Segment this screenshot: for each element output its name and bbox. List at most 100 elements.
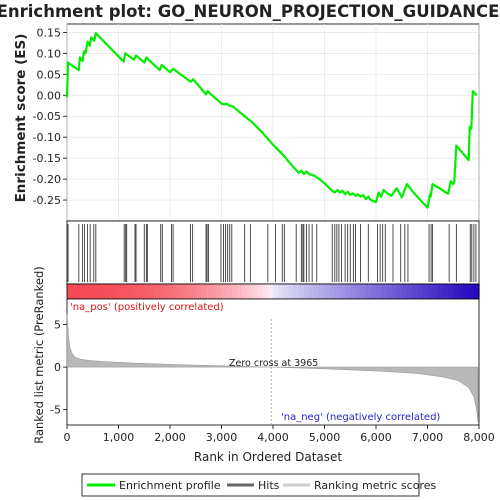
color-bar-segment (294, 284, 300, 299)
color-bar-segment (422, 284, 428, 299)
color-bar-segment (464, 284, 470, 299)
color-bar-segment (206, 284, 212, 299)
color-bar-segment (304, 284, 310, 299)
color-bar-segment (314, 284, 320, 299)
color-bar-segment (335, 284, 341, 299)
color-bar-segment (355, 284, 361, 299)
color-bar-segment (252, 284, 258, 299)
color-bar-segment (242, 284, 248, 299)
color-bar-segment (201, 284, 207, 299)
color-bar-segment (119, 284, 125, 299)
es-y-axis-label: Enrichment score (ES) (13, 34, 29, 203)
color-bar-segment (263, 284, 269, 299)
color-bar-segment (222, 284, 228, 299)
x-tick-label: 0 (64, 431, 71, 444)
color-bar-segment (371, 284, 377, 299)
color-bar-segment (247, 284, 253, 299)
color-bar-segment (428, 284, 434, 299)
color-bar-segment (417, 284, 423, 299)
color-bar-segment (113, 284, 119, 299)
color-bar-segment (433, 284, 439, 299)
color-bar-segment (278, 284, 284, 299)
metric-y-tick-label: 5 (54, 319, 61, 332)
color-bar-segment (108, 284, 114, 299)
legend-label-enrichment: Enrichment profile (119, 479, 221, 492)
color-bar-segment (438, 284, 444, 299)
color-bar-segment (144, 284, 150, 299)
x-tick-label: 2,000 (154, 431, 186, 444)
color-bar-segment (453, 284, 459, 299)
color-bar-segment (268, 284, 274, 299)
color-bar-segment (273, 284, 279, 299)
color-bar-segment (227, 284, 233, 299)
color-bar-segment (211, 284, 217, 299)
es-y-tick-label: 0.05 (37, 68, 62, 81)
metric-y-tick-label: 0 (54, 361, 61, 374)
color-bar-segment (412, 284, 418, 299)
x-tick-label: 7,000 (412, 431, 444, 444)
positive-correlation-label: 'na_pos' (positively correlated) (70, 302, 224, 313)
color-bar-segment (376, 284, 382, 299)
es-y-tick-label: -0.10 (33, 131, 61, 144)
color-bar-segment (185, 284, 191, 299)
color-bar-segment (258, 284, 264, 299)
color-bar-segment (288, 284, 294, 299)
x-tick-label: 6,000 (360, 431, 392, 444)
color-bar-segment (402, 284, 408, 299)
color-bar-segment (88, 284, 94, 299)
chart-title: Enrichment plot: GO_NEURON_PROJECTION_GU… (0, 2, 499, 21)
color-bar-segment (361, 284, 367, 299)
legend-label-ranking: Ranking metric scores (314, 479, 436, 492)
color-bar-segment (458, 284, 464, 299)
color-bar-segment (325, 284, 331, 299)
color-bar-segment (93, 284, 99, 299)
color-bar-segment (381, 284, 387, 299)
color-bar-segment (165, 284, 171, 299)
hits-panel-frame (67, 221, 479, 284)
legend-label-hits: Hits (258, 479, 280, 492)
es-y-ticks: 0.150.100.050.00-0.05-0.10-0.15-0.20-0.2… (33, 26, 67, 207)
color-bar-segment (319, 284, 325, 299)
color-bar-segment (397, 284, 403, 299)
color-bar-segment (98, 284, 104, 299)
color-bar-segment (155, 284, 161, 299)
color-bar-segment (160, 284, 166, 299)
color-bar-segment (366, 284, 372, 299)
x-tick-label: 1,000 (103, 431, 135, 444)
legend: Enrichment profile Hits Ranking metric s… (82, 474, 436, 496)
color-bar-segment (134, 284, 140, 299)
color-bar-segment (139, 284, 145, 299)
color-bar-segment (170, 284, 176, 299)
color-bar-segment (345, 284, 351, 299)
es-y-tick-label: 0.10 (37, 47, 62, 60)
color-bar-segment (340, 284, 346, 299)
color-bar-segment (350, 284, 356, 299)
zero-cross-label: Zero cross at 3965 (229, 358, 318, 369)
color-bar-segment (103, 284, 109, 299)
metric-y-tick-label: -5 (50, 404, 61, 417)
x-tick-label: 4,000 (257, 431, 289, 444)
color-bar-segment (330, 284, 336, 299)
color-bar-segment (124, 284, 130, 299)
es-y-tick-label: -0.15 (33, 152, 61, 165)
metric-y-axis-label: Ranked list metric (PreRanked) (32, 266, 46, 444)
negative-correlation-label: 'na_neg' (negatively correlated) (281, 412, 440, 423)
x-axis-label: Rank in Ordered Dataset (194, 450, 342, 464)
color-bar-segment (191, 284, 197, 299)
x-tick-label: 8,000 (463, 431, 495, 444)
color-bar-segment (175, 284, 181, 299)
color-bar-segment (386, 284, 392, 299)
metric-y-ticks: 5 0 -5 (50, 319, 67, 417)
color-bar-segment (82, 284, 88, 299)
es-y-tick-label: -0.20 (33, 173, 61, 186)
color-bar-segment (283, 284, 289, 299)
es-y-tick-label: -0.25 (33, 194, 61, 207)
color-bar-segment (448, 284, 454, 299)
color-bar-segment (391, 284, 397, 299)
es-y-tick-label: -0.05 (33, 110, 61, 123)
color-bar-segment (196, 284, 202, 299)
es-y-tick-label: 0.00 (37, 89, 62, 102)
color-bar-segment (443, 284, 449, 299)
color-bar-segment (180, 284, 186, 299)
